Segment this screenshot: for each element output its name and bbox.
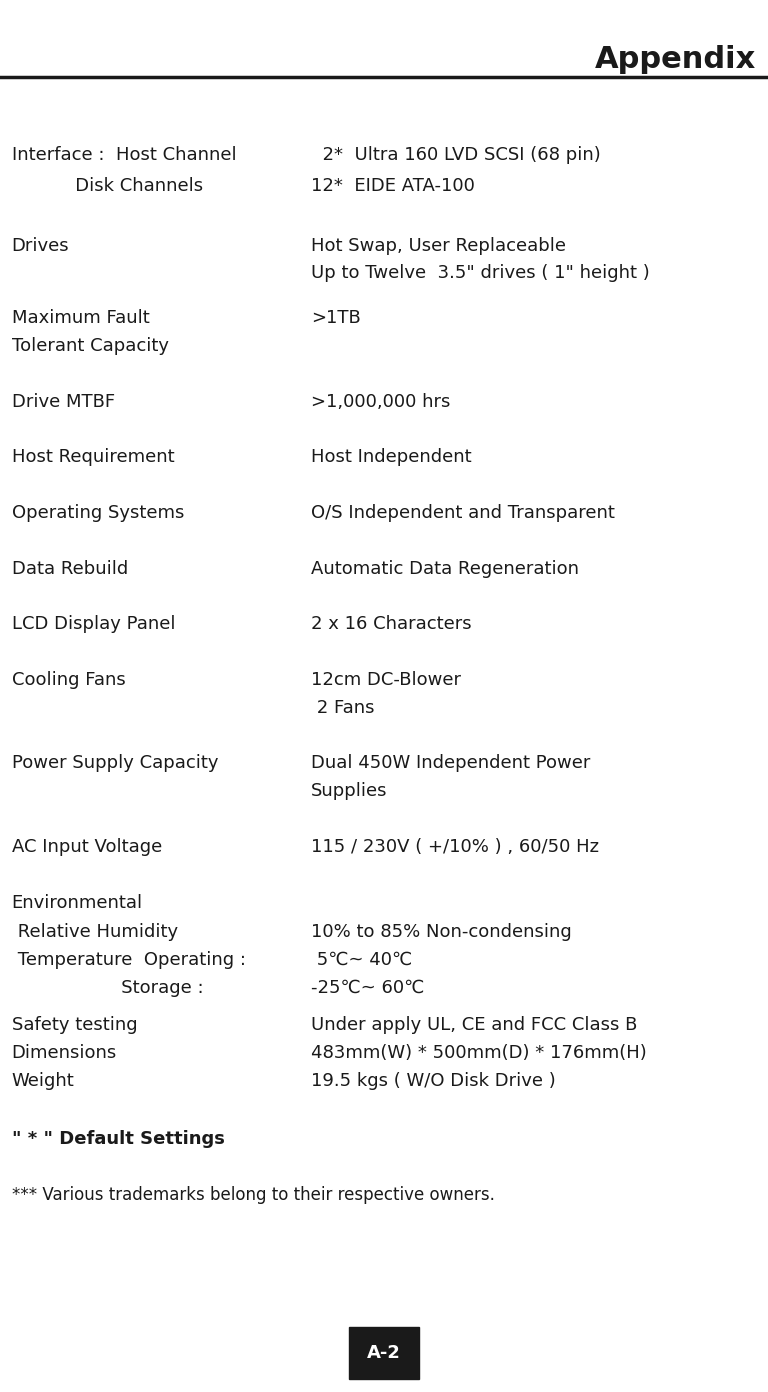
- Text: 2*  Ultra 160 LVD SCSI (68 pin): 2* Ultra 160 LVD SCSI (68 pin): [311, 146, 601, 164]
- Text: 5℃~ 40℃: 5℃~ 40℃: [311, 951, 412, 969]
- Text: 115 / 230V ( +/10% ) , 60/50 Hz: 115 / 230V ( +/10% ) , 60/50 Hz: [311, 838, 599, 856]
- Text: >1,000,000 hrs: >1,000,000 hrs: [311, 393, 450, 411]
- Text: Environmental: Environmental: [12, 894, 143, 912]
- Text: Supplies: Supplies: [311, 782, 388, 800]
- Text: 2 Fans: 2 Fans: [311, 699, 375, 717]
- Text: >1TB: >1TB: [311, 309, 361, 327]
- Text: *** Various trademarks belong to their respective owners.: *** Various trademarks belong to their r…: [12, 1186, 495, 1204]
- Text: 12cm DC-Blower: 12cm DC-Blower: [311, 671, 461, 689]
- Text: Power Supply Capacity: Power Supply Capacity: [12, 754, 218, 773]
- Text: 2 x 16 Characters: 2 x 16 Characters: [311, 615, 472, 633]
- Text: Interface :  Host Channel: Interface : Host Channel: [12, 146, 236, 164]
- Text: Dual 450W Independent Power: Dual 450W Independent Power: [311, 754, 591, 773]
- Text: 19.5 kgs ( W/O Disk Drive ): 19.5 kgs ( W/O Disk Drive ): [311, 1072, 556, 1090]
- Text: Up to Twelve  3.5" drives ( 1" height ): Up to Twelve 3.5" drives ( 1" height ): [311, 264, 650, 283]
- Text: Disk Channels: Disk Channels: [12, 177, 203, 195]
- Text: Cooling Fans: Cooling Fans: [12, 671, 125, 689]
- Text: Drives: Drives: [12, 237, 69, 255]
- Text: 12*  EIDE ATA-100: 12* EIDE ATA-100: [311, 177, 475, 195]
- Text: Automatic Data Regeneration: Automatic Data Regeneration: [311, 560, 579, 578]
- Text: Storage :: Storage :: [12, 979, 204, 997]
- Text: A-2: A-2: [367, 1345, 401, 1361]
- Text: Maximum Fault: Maximum Fault: [12, 309, 149, 327]
- Text: Operating Systems: Operating Systems: [12, 504, 184, 522]
- Text: Host Independent: Host Independent: [311, 448, 472, 466]
- Text: 10% to 85% Non-condensing: 10% to 85% Non-condensing: [311, 923, 572, 941]
- Text: Temperature  Operating :: Temperature Operating :: [12, 951, 246, 969]
- Text: -25℃~ 60℃: -25℃~ 60℃: [311, 979, 425, 997]
- Text: Appendix: Appendix: [595, 45, 756, 74]
- Text: Host Requirement: Host Requirement: [12, 448, 174, 466]
- Text: LCD Display Panel: LCD Display Panel: [12, 615, 175, 633]
- Text: Hot Swap, User Replaceable: Hot Swap, User Replaceable: [311, 237, 566, 255]
- Text: Dimensions: Dimensions: [12, 1044, 117, 1062]
- Text: AC Input Voltage: AC Input Voltage: [12, 838, 162, 856]
- Text: " * " Default Settings: " * " Default Settings: [12, 1130, 224, 1148]
- Text: Data Rebuild: Data Rebuild: [12, 560, 127, 578]
- Text: Weight: Weight: [12, 1072, 74, 1090]
- Text: Under apply UL, CE and FCC Class B: Under apply UL, CE and FCC Class B: [311, 1016, 637, 1034]
- Text: Relative Humidity: Relative Humidity: [12, 923, 177, 941]
- Text: O/S Independent and Transparent: O/S Independent and Transparent: [311, 504, 615, 522]
- Text: Tolerant Capacity: Tolerant Capacity: [12, 337, 168, 355]
- Text: Drive MTBF: Drive MTBF: [12, 393, 114, 411]
- Text: Safety testing: Safety testing: [12, 1016, 137, 1034]
- Text: 483mm(W) * 500mm(D) * 176mm(H): 483mm(W) * 500mm(D) * 176mm(H): [311, 1044, 647, 1062]
- FancyBboxPatch shape: [349, 1327, 419, 1379]
